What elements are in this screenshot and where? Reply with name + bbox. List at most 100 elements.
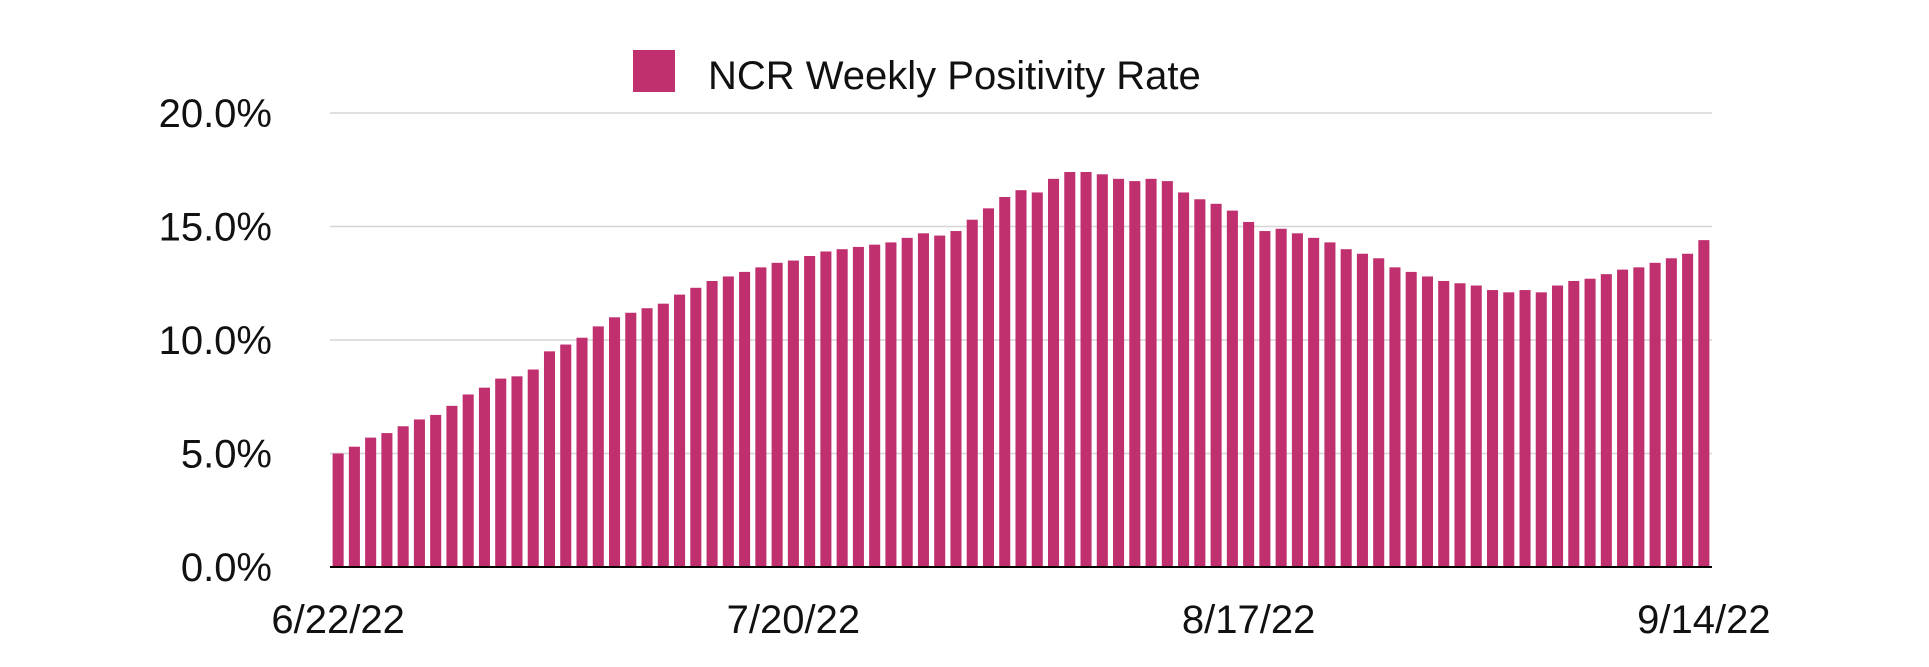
bars: [332, 172, 1710, 568]
bar: [690, 287, 702, 567]
bar: [657, 303, 669, 567]
bar: [836, 249, 848, 567]
bar: [381, 433, 393, 567]
bar: [804, 256, 816, 567]
bar: [332, 453, 344, 567]
bar: [1275, 228, 1287, 567]
bar: [397, 426, 409, 567]
bar: [885, 242, 897, 567]
x-tick-label: 9/14/22: [1637, 598, 1770, 642]
bar: [1470, 285, 1482, 567]
bar: [1438, 280, 1450, 567]
bar: [543, 351, 556, 567]
x-axis-tick-labels: 6/22/22 7/20/22 8/17/22 9/14/22: [271, 598, 1770, 642]
bar: [1324, 242, 1336, 567]
y-tick-label: 5.0%: [181, 433, 272, 477]
bar: [1096, 174, 1108, 568]
bar: [739, 271, 751, 567]
bar: [1649, 262, 1661, 567]
bar: [966, 219, 978, 567]
bar: [1552, 285, 1564, 567]
bar: [1389, 267, 1401, 567]
bar: [1405, 271, 1417, 567]
bar: [1291, 233, 1303, 567]
legend-swatch: [633, 50, 675, 92]
bar: [1194, 199, 1206, 567]
bar: [820, 251, 832, 567]
bar: [1161, 181, 1173, 567]
bar: [852, 246, 864, 567]
bar: [706, 280, 718, 567]
bar: [674, 294, 686, 567]
bar: [950, 231, 962, 568]
bar: [478, 387, 490, 567]
bar: [1665, 258, 1677, 567]
bar: [1535, 292, 1547, 567]
y-axis-tick-labels: 0.0% 5.0% 10.0% 15.0% 20.0%: [159, 92, 272, 590]
bar: [625, 312, 637, 567]
bar: [1617, 269, 1629, 567]
bar: [511, 376, 523, 567]
bar: [365, 437, 377, 567]
bar: [1178, 192, 1190, 567]
bar: [901, 237, 913, 567]
bar: [755, 267, 767, 567]
bar: [1129, 181, 1141, 567]
legend-label: NCR Weekly Positivity Rate: [708, 54, 1201, 98]
bar: [1340, 249, 1352, 567]
bar: [413, 419, 425, 567]
bar: [576, 337, 588, 567]
bar: [917, 233, 929, 567]
bar: [722, 276, 734, 567]
legend: NCR Weekly Positivity Rate: [633, 50, 1201, 98]
bar: [495, 378, 507, 567]
bar: [527, 369, 539, 567]
bar: [1031, 192, 1043, 567]
bar: [560, 344, 572, 567]
bar: [1633, 267, 1645, 567]
y-tick-label: 15.0%: [159, 206, 272, 250]
bar: [1308, 237, 1320, 567]
bar: [999, 196, 1011, 568]
bar: [1047, 178, 1060, 567]
bar: [1226, 210, 1238, 568]
bar: [869, 244, 881, 567]
bar: [1486, 290, 1499, 567]
bar: [1421, 276, 1433, 567]
y-tick-label: 10.0%: [159, 319, 272, 363]
bar: [641, 308, 653, 567]
bar: [934, 235, 946, 567]
bar: [1080, 172, 1092, 567]
bar: [1454, 283, 1466, 567]
bar: [1145, 178, 1157, 567]
bar: [1015, 190, 1027, 567]
bar: [1503, 292, 1515, 567]
bar: [462, 394, 474, 567]
bar: [348, 446, 360, 567]
bar: [446, 405, 458, 567]
bar: [1584, 278, 1596, 567]
bar: [1600, 274, 1612, 567]
bar: [1682, 253, 1694, 568]
bar: [430, 414, 442, 567]
bar: [1568, 280, 1580, 567]
bar: [982, 208, 995, 567]
y-tick-label: 0.0%: [181, 546, 272, 590]
bar: [1113, 178, 1125, 567]
bar: [1259, 231, 1271, 568]
bar: [787, 260, 799, 567]
y-tick-label: 20.0%: [159, 92, 272, 136]
bar: [1698, 240, 1710, 567]
bar: [1519, 290, 1531, 567]
x-tick-label: 8/17/22: [1182, 598, 1315, 642]
bar: [1373, 258, 1385, 567]
x-tick-label: 6/22/22: [271, 598, 404, 642]
bar: [1243, 221, 1255, 567]
bar: [771, 262, 783, 567]
bar: [592, 326, 604, 567]
bar: [1356, 253, 1368, 568]
bar: [1064, 172, 1076, 567]
bar: [609, 317, 621, 567]
x-tick-label: 7/20/22: [727, 598, 860, 642]
